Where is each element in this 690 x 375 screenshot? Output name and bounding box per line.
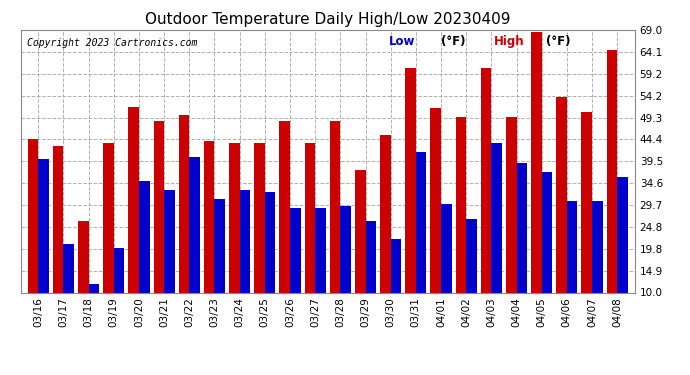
Bar	[154, 121, 164, 337]
Bar	[466, 219, 477, 337]
Bar	[355, 170, 366, 337]
Bar	[567, 201, 578, 337]
Bar	[139, 181, 150, 337]
Text: Low: Low	[389, 35, 415, 48]
Bar	[63, 243, 74, 337]
Bar	[556, 97, 567, 337]
Bar	[542, 172, 552, 337]
Bar	[179, 116, 189, 337]
Title: Outdoor Temperature Daily High/Low 20230409: Outdoor Temperature Daily High/Low 20230…	[145, 12, 511, 27]
Bar	[254, 144, 265, 337]
Bar	[239, 190, 250, 337]
Bar	[88, 284, 99, 337]
Text: High: High	[493, 35, 524, 48]
Bar	[290, 208, 301, 337]
Bar	[481, 68, 491, 337]
Bar	[617, 177, 628, 337]
Bar	[592, 201, 602, 337]
Bar	[229, 144, 239, 337]
Bar	[582, 112, 592, 337]
Bar	[517, 164, 527, 337]
Bar	[441, 204, 451, 337]
Bar	[104, 144, 114, 337]
Bar	[39, 159, 49, 337]
Bar	[416, 152, 426, 337]
Bar	[380, 135, 391, 337]
Bar	[455, 117, 466, 337]
Bar	[189, 157, 200, 337]
Bar	[28, 140, 39, 337]
Bar	[506, 117, 517, 337]
Bar	[340, 206, 351, 337]
Bar	[215, 199, 225, 337]
Bar	[607, 50, 617, 337]
Bar	[315, 208, 326, 337]
Bar	[53, 146, 63, 337]
Bar	[491, 144, 502, 337]
Bar	[128, 106, 139, 337]
Text: (°F): (°F)	[546, 35, 570, 48]
Bar	[114, 248, 124, 337]
Bar	[391, 239, 402, 337]
Bar	[531, 32, 542, 337]
Bar	[265, 192, 275, 337]
Bar	[279, 121, 290, 337]
Bar	[330, 121, 340, 337]
Bar	[78, 221, 88, 337]
Text: Copyright 2023 Cartronics.com: Copyright 2023 Cartronics.com	[27, 38, 197, 48]
Bar	[431, 108, 441, 337]
Bar	[304, 144, 315, 337]
Bar	[204, 141, 215, 337]
Bar	[366, 221, 376, 337]
Bar	[164, 190, 175, 337]
Text: (°F): (°F)	[442, 35, 466, 48]
Bar	[405, 68, 416, 337]
